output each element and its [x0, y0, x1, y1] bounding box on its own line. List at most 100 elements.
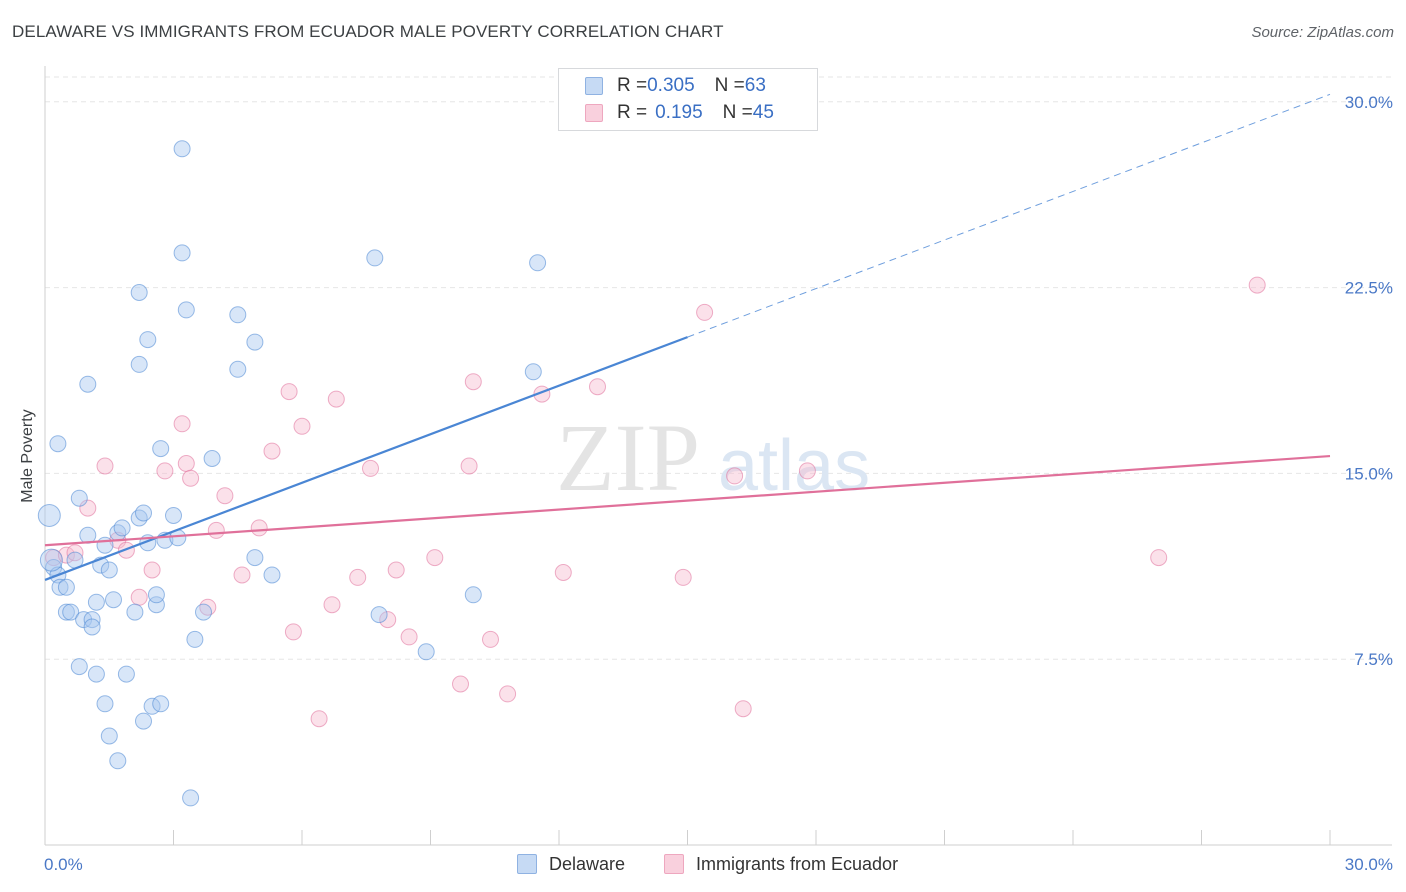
data-point [464, 373, 482, 391]
data-point [460, 457, 478, 475]
y-tick-label: 15.0% [1345, 464, 1393, 483]
data-point [70, 489, 88, 507]
data-point [173, 244, 191, 262]
data-point [426, 549, 444, 567]
data-point [57, 603, 75, 621]
data-point [96, 457, 114, 475]
data-point [203, 450, 221, 467]
series-ecuador-points [45, 276, 1266, 728]
data-point [57, 578, 75, 596]
data-point [379, 611, 397, 629]
data-point [177, 301, 195, 319]
data-point [229, 360, 247, 378]
data-point [464, 586, 482, 604]
bottom-legend-ecuador: Immigrants from Ecuador [664, 851, 898, 877]
data-point [177, 455, 195, 472]
data-point [83, 611, 101, 629]
data-point [135, 712, 152, 730]
series-delaware-points [37, 140, 547, 807]
data-point [96, 695, 114, 713]
legend-n-value: 63 [744, 75, 766, 96]
data-point [216, 487, 234, 505]
data-point [366, 249, 384, 267]
data-point [1150, 549, 1168, 567]
legend-n-label: N = [722, 102, 753, 123]
data-point [130, 284, 148, 301]
data-point [51, 578, 69, 596]
data-point [417, 643, 435, 661]
data-point [229, 306, 247, 324]
legend-row-ecuador: R = 0.195 N = 45 [585, 100, 774, 126]
data-point [100, 727, 118, 745]
data-point [39, 548, 63, 572]
bottom-legend-delaware: Delaware [517, 851, 625, 877]
data-point [130, 355, 148, 373]
legend-r-value: 0.305 [647, 75, 695, 96]
data-point [387, 561, 405, 579]
data-point [147, 586, 165, 604]
data-point [362, 459, 379, 477]
y-tick-label: 30.0% [1345, 93, 1393, 112]
data-point [524, 363, 542, 381]
x-tick-label: 30.0% [1345, 855, 1393, 874]
data-point [734, 700, 752, 718]
data-point [66, 544, 84, 562]
data-point [135, 504, 152, 522]
data-point [83, 618, 101, 636]
legend-swatch-delaware [585, 77, 603, 95]
data-point [173, 140, 191, 158]
data-point [139, 331, 157, 349]
data-point [207, 521, 225, 539]
data-point [182, 789, 200, 807]
data-point [186, 630, 204, 648]
trendline-ecuador [44, 454, 1331, 547]
data-point [310, 710, 328, 728]
data-point [100, 561, 118, 579]
data-point [182, 469, 200, 487]
data-point [87, 593, 105, 611]
data-point [87, 665, 105, 683]
legend-n-value: 45 [752, 102, 774, 123]
data-point [370, 606, 388, 624]
data-point [147, 596, 165, 614]
data-point [482, 630, 499, 648]
trendlines [44, 93, 1331, 581]
legend-n-label: N = [714, 75, 745, 96]
data-point [246, 333, 264, 351]
data-point [499, 685, 517, 703]
data-point [696, 303, 714, 321]
x-tick-label: 0.0% [44, 855, 83, 874]
data-point [79, 375, 97, 393]
data-point [674, 568, 692, 586]
trendline-delaware [44, 336, 688, 581]
data-point [233, 566, 251, 584]
data-point [152, 695, 170, 713]
chart-title: DELAWARE VS IMMIGRANTS FROM ECUADOR MALE… [12, 22, 724, 41]
data-point [49, 435, 67, 453]
data-point [105, 591, 122, 609]
data-point [554, 564, 572, 581]
bottom-legend-label-delaware: Delaware [549, 853, 626, 874]
data-point [113, 519, 131, 537]
legend-r-label: R = [617, 102, 648, 123]
data-point [293, 417, 311, 435]
data-point [156, 462, 174, 480]
data-point [62, 603, 80, 621]
data-point [280, 383, 298, 401]
data-point [165, 507, 182, 524]
data-point [323, 596, 341, 614]
bottom-legend-swatch-delaware [517, 854, 537, 874]
axes [44, 66, 1392, 846]
data-point [246, 549, 264, 567]
data-point [1248, 276, 1266, 294]
tick-labels: 7.5% 15.0% 22.5% 30.0% 0.0% 30.0% [44, 93, 1393, 874]
data-point [143, 561, 161, 579]
data-point [250, 519, 268, 537]
legend-row-delaware: R = 0.305 N = 63 [585, 73, 766, 99]
svg-text:ZIP: ZIP [556, 404, 700, 511]
legend-r-value: 0.195 [655, 102, 703, 123]
trendline-delaware-extension [687, 93, 1331, 338]
data-point [37, 504, 61, 527]
source-label: Source: ZipAtlas.com [1251, 24, 1394, 41]
